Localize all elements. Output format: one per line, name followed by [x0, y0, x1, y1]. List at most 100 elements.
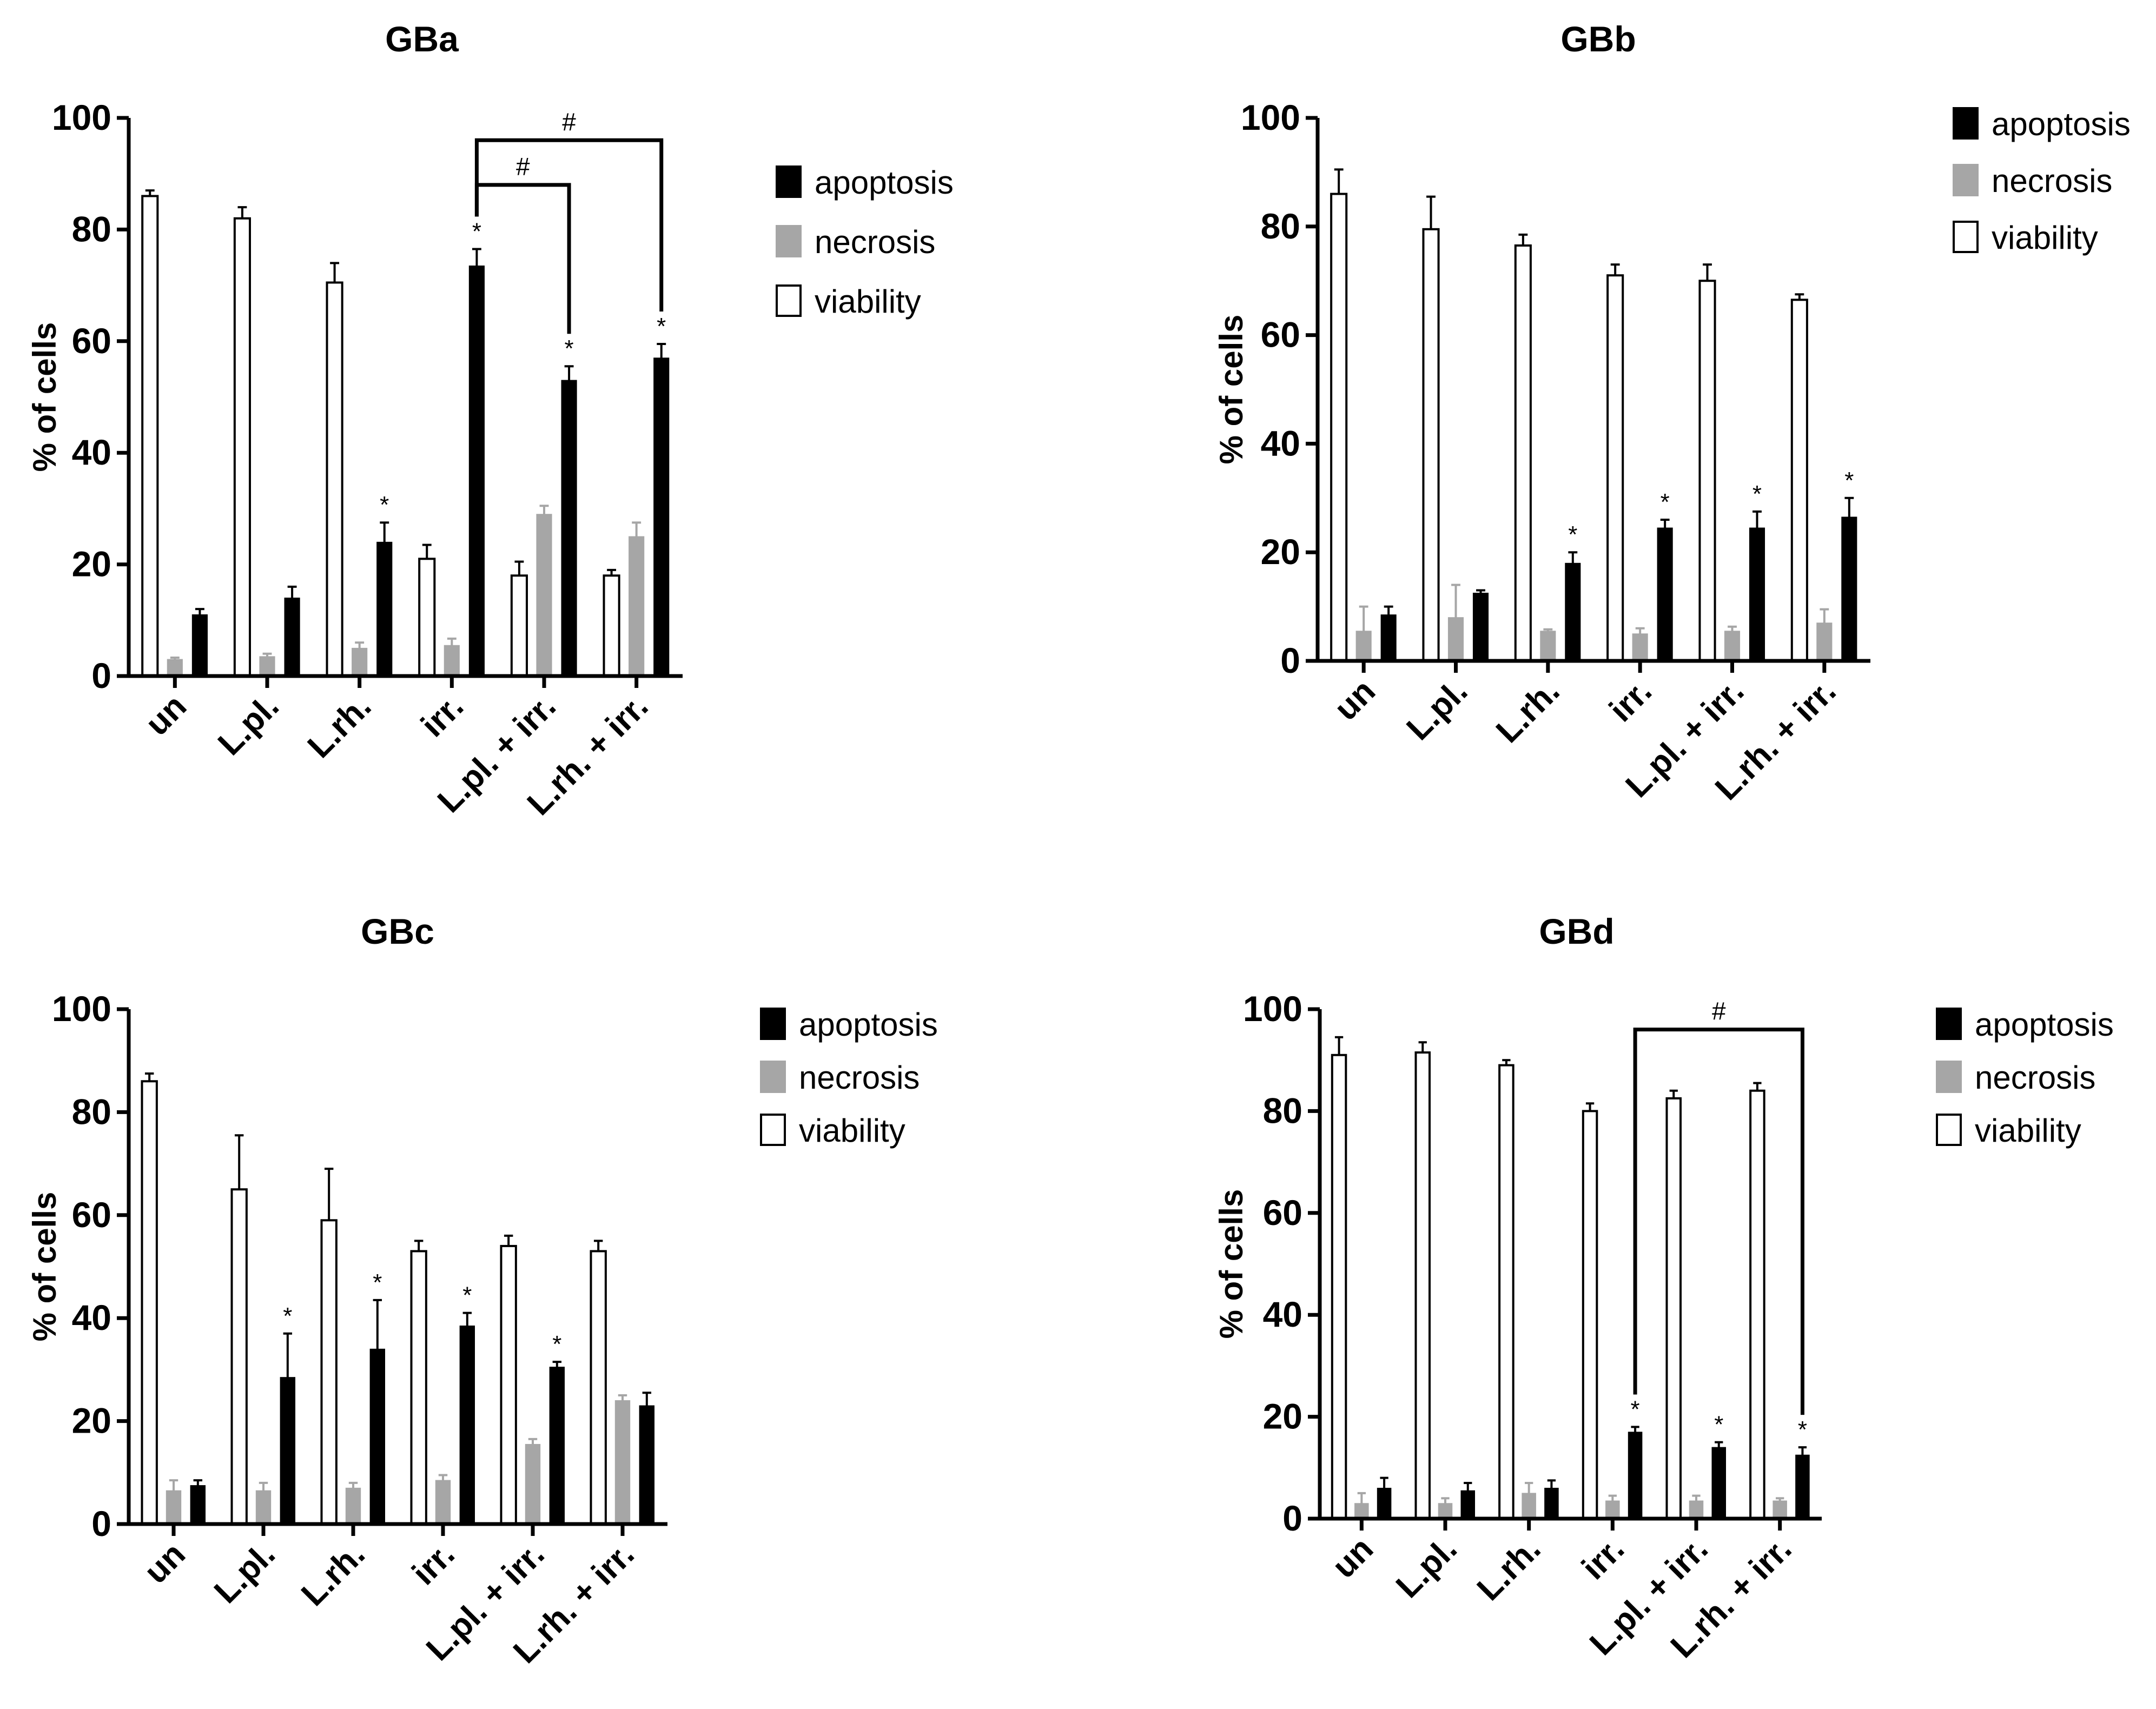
bar-apoptosis-4	[561, 380, 577, 677]
legend-label-viability: viability	[1992, 220, 2098, 256]
bar-apoptosis-3	[1657, 527, 1673, 661]
legend-swatch-necrosis	[760, 1061, 786, 1093]
bar-apoptosis-1	[284, 598, 300, 677]
bar-viability-3	[1582, 1110, 1598, 1520]
bar-necrosis-4	[1724, 631, 1741, 661]
legend-label-apoptosis: apoptosis	[799, 1006, 938, 1043]
significance-star: *	[657, 313, 666, 340]
y-tick-label: 20	[1263, 1396, 1302, 1436]
bar-necrosis-0	[166, 1490, 182, 1525]
bar-viability-1	[1422, 228, 1440, 662]
bar-viability-0	[141, 1080, 158, 1525]
bar-viability-2	[1498, 1064, 1515, 1520]
x-tick-label: irr.	[1602, 672, 1659, 729]
y-tick-label: 0	[91, 1503, 111, 1544]
y-tick-label: 0	[91, 655, 111, 695]
y-tick-label: 60	[72, 1195, 111, 1235]
bar-necrosis-1	[1447, 617, 1464, 661]
bracket-label: #	[562, 108, 576, 136]
bar-apoptosis-3	[468, 265, 485, 677]
legend-swatch-apoptosis	[776, 165, 802, 198]
bar-apoptosis-2	[1544, 1487, 1559, 1519]
bar-apoptosis-0	[1380, 614, 1397, 661]
legend-swatch-viability	[760, 1114, 786, 1146]
y-tick-label: 40	[1261, 423, 1300, 463]
bar-viability-1	[1414, 1051, 1431, 1520]
bar-viability-4	[1665, 1097, 1682, 1520]
x-tick-label: un	[137, 1535, 193, 1591]
y-axis-label: % of cells	[27, 1192, 63, 1342]
significance-star: *	[1568, 521, 1577, 548]
bar-viability-5	[603, 574, 620, 677]
x-tick-label: L.rh.	[294, 1535, 372, 1613]
bar-apoptosis-4	[1749, 527, 1765, 661]
x-tick-label: L.rh.	[1489, 672, 1567, 750]
significance-star: *	[472, 218, 481, 245]
y-tick-label: 0	[1282, 1498, 1302, 1538]
bar-necrosis-1	[1438, 1503, 1453, 1519]
chart-title: GBb	[1560, 19, 1636, 59]
bar-viability-3	[1606, 274, 1624, 663]
significance-star: *	[462, 1282, 472, 1309]
bar-necrosis-2	[345, 1487, 361, 1525]
legend-swatch-necrosis	[1953, 164, 1979, 196]
legend-label-viability: viability	[1975, 1112, 2081, 1149]
x-tick-label: un	[1327, 672, 1383, 727]
bar-apoptosis-4	[549, 1367, 565, 1525]
y-axis-label: % of cells	[1213, 315, 1249, 465]
bar-viability-0	[1331, 1054, 1347, 1520]
legend-swatch-viability	[1953, 221, 1979, 253]
legend-label-necrosis: necrosis	[1975, 1059, 2095, 1096]
bar-necrosis-5	[1816, 622, 1833, 661]
x-tick-label: L.rh.	[301, 687, 379, 765]
legend: apoptosis necrosis viability	[1953, 106, 2131, 256]
x-tick-label: L.pl.	[207, 1535, 282, 1611]
y-tick-label: 100	[1241, 97, 1300, 137]
bar-viability-3	[418, 558, 436, 678]
x-tick-label: irr.	[405, 1535, 462, 1592]
significance-bracket	[474, 183, 571, 334]
y-tick-label: 60	[72, 321, 111, 361]
legend-label-apoptosis: apoptosis	[1992, 106, 2131, 142]
bar-viability-4	[1698, 280, 1716, 662]
bar-necrosis-5	[629, 536, 645, 677]
legend: apoptosis necrosis viability	[760, 1006, 938, 1149]
bar-apoptosis-3	[1628, 1432, 1643, 1519]
y-tick-label: 80	[72, 1091, 111, 1131]
x-tick-label: L.pl.	[211, 687, 286, 763]
bar-viability-2	[326, 281, 343, 677]
y-tick-label: 40	[72, 432, 111, 472]
y-tick-label: 20	[72, 1401, 111, 1441]
bar-necrosis-4	[525, 1443, 541, 1525]
chart-panel-GBa: GBa % of cells 0 20 40 60 80 100 * * * * # # un L.pl. L.…	[27, 19, 954, 823]
bar-apoptosis-1	[1472, 593, 1489, 661]
y-tick-label: 20	[72, 544, 111, 584]
x-tick-label: un	[138, 687, 194, 743]
bracket-label: #	[516, 153, 530, 181]
y-tick-label: 40	[72, 1297, 111, 1337]
y-tick-label: 80	[1263, 1090, 1302, 1130]
chart-title: GBa	[385, 19, 459, 59]
bar-viability-3	[410, 1250, 427, 1525]
legend-swatch-necrosis	[1936, 1061, 1962, 1093]
significance-star: *	[373, 1269, 382, 1296]
x-tick-label: irr.	[414, 687, 471, 744]
significance-star: *	[1798, 1416, 1807, 1443]
legend-label-necrosis: necrosis	[1992, 163, 2112, 199]
bar-apoptosis-1	[280, 1377, 296, 1525]
y-tick-label: 100	[1243, 989, 1302, 1029]
bar-apoptosis-2	[1565, 562, 1581, 661]
y-axis-label: % of cells	[27, 322, 63, 472]
bar-viability-1	[230, 1188, 248, 1525]
bar-apoptosis-0	[190, 1485, 206, 1525]
x-tick-label: L.pl.	[1400, 672, 1475, 747]
bar-viability-5	[1749, 1089, 1765, 1520]
y-tick-label: 60	[1261, 315, 1300, 355]
legend-label-apoptosis: apoptosis	[1975, 1006, 2114, 1043]
bar-apoptosis-5	[1841, 516, 1857, 661]
significance-star: *	[1752, 481, 1762, 507]
bar-viability-2	[320, 1219, 338, 1526]
bar-necrosis-0	[1355, 631, 1372, 661]
bar-viability-4	[500, 1244, 517, 1525]
